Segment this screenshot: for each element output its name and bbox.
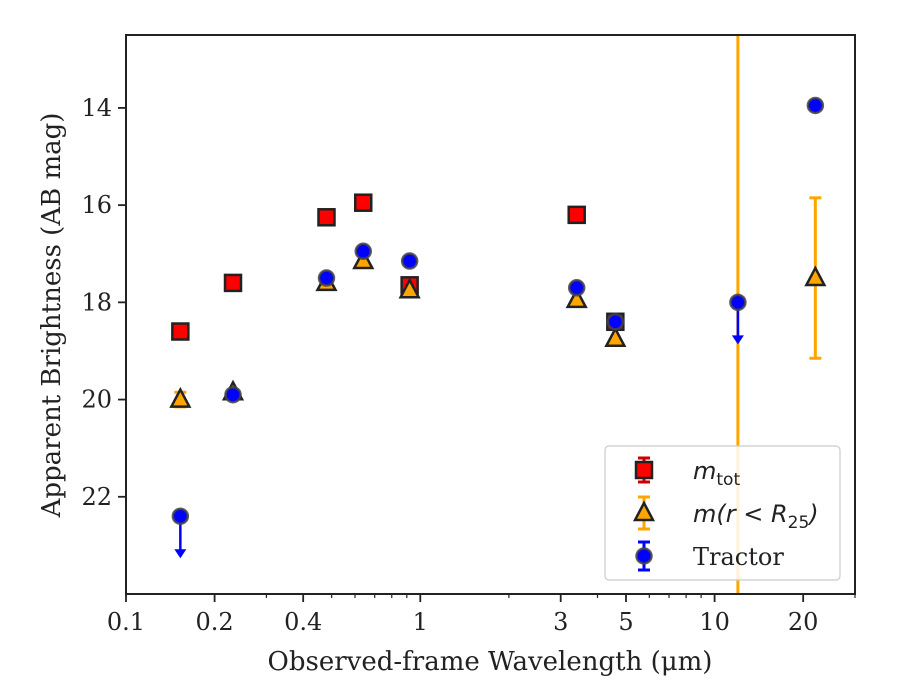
y-tick-label: 20: [81, 386, 112, 414]
x-tick-label: 1: [413, 608, 428, 636]
upper-limit-arrowhead: [731, 335, 744, 345]
y-tick-label: 22: [81, 483, 112, 511]
data-point: [171, 507, 190, 525]
legend-label-main: m: [693, 457, 716, 485]
data-point: [171, 322, 190, 341]
series-1: [169, 196, 827, 409]
legend-label-close: ): [807, 500, 818, 528]
x-tick-label: 5: [618, 608, 633, 636]
data-point: [606, 313, 625, 331]
legend-label-sub: 25: [788, 513, 810, 533]
data-point: [729, 293, 747, 312]
legend-label: mtot: [693, 457, 740, 490]
legend-marker: [632, 500, 656, 522]
data-point: [223, 273, 243, 293]
data-point: [567, 205, 586, 225]
data-point: [354, 242, 373, 261]
data-point: [400, 252, 419, 270]
legend-item-1: m(r < R25): [632, 495, 819, 533]
data-point: [354, 193, 373, 212]
upper-limit-arrowhead: [174, 549, 187, 559]
legend: mtot m(r < R25) Tractor: [604, 445, 841, 581]
x-tick-label: 3: [553, 608, 568, 636]
plot-frame: [125, 34, 856, 595]
legend-marker: [634, 460, 654, 480]
data-point: [604, 326, 627, 348]
axes: 0.1 0.2 0.4 1 3 5 10 20 14 16 18 20 22: [81, 34, 856, 636]
legend-label-sub: tot: [716, 470, 740, 490]
series-2: [171, 96, 825, 559]
y-axis-label: Apparent Brightness (AB mag): [37, 113, 67, 519]
y-tick-label: 18: [81, 288, 112, 316]
data-point: [565, 287, 588, 309]
data-point: [398, 277, 421, 299]
legend-box: [604, 445, 841, 581]
x-tick-label: 10: [699, 608, 730, 636]
legend-item-2: Tractor: [635, 540, 784, 572]
data-point: [567, 279, 586, 297]
data-point: [224, 385, 242, 404]
series-0: [171, 193, 625, 341]
legend-marker: [635, 547, 653, 565]
x-tick-label: 0.1: [107, 608, 145, 636]
legend-item-0: mtot: [634, 456, 740, 490]
plot-area: [169, 35, 827, 594]
x-tick-label: 0.4: [284, 608, 322, 636]
data-point: [804, 265, 827, 287]
y-tick-label: 16: [81, 191, 112, 219]
legend-label: m(r < R25): [693, 500, 819, 533]
data-point: [317, 269, 336, 287]
x-tick-label: 0.2: [196, 608, 234, 636]
data-point: [169, 386, 192, 408]
x-axis-label: Observed-frame Wavelength (μm): [268, 647, 713, 677]
y-tick-label: 14: [81, 94, 112, 122]
legend-label-main: m(r < R: [693, 500, 788, 528]
x-tick-label: 20: [788, 608, 819, 636]
data-point: [806, 96, 825, 115]
legend-label: Tractor: [693, 543, 784, 571]
data-point: [317, 208, 336, 227]
